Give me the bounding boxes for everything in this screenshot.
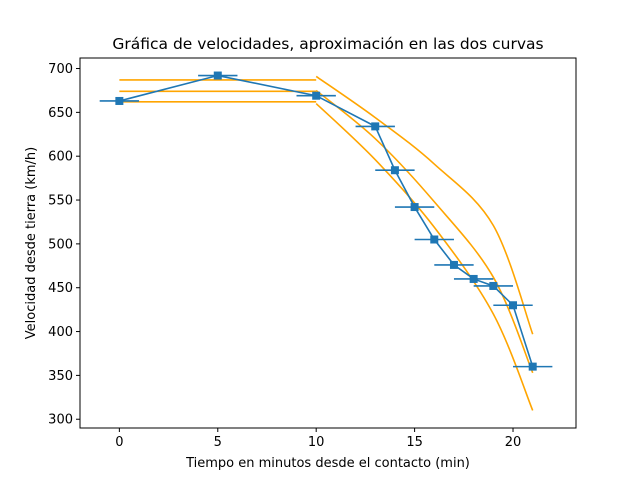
y-axis: 300 350 400 450 500 550 600 650 700 bbox=[48, 62, 80, 428]
data-point bbox=[213, 71, 222, 80]
data-point bbox=[390, 166, 399, 175]
y-tick-label: 700 bbox=[48, 62, 73, 77]
y-tick-label: 300 bbox=[48, 413, 73, 428]
x-tick-label: 10 bbox=[308, 435, 325, 450]
x-tick-label: 15 bbox=[406, 435, 423, 450]
data-point bbox=[469, 274, 478, 283]
data-point bbox=[509, 301, 518, 310]
x-tick-label: 20 bbox=[505, 435, 522, 450]
fit-curve-6 bbox=[315, 103, 534, 411]
data-point bbox=[449, 260, 458, 269]
data-point bbox=[115, 96, 124, 105]
x-tick-label: 5 bbox=[214, 435, 222, 450]
plot-frame bbox=[79, 57, 577, 429]
x-tick-label: 0 bbox=[115, 435, 123, 450]
y-tick-label: 500 bbox=[48, 237, 73, 252]
plot-area bbox=[99, 71, 553, 411]
data-point bbox=[371, 122, 380, 131]
y-axis-label: Velocidad desde tierra (km/h) bbox=[24, 147, 39, 339]
x-axis-label: Tiempo en minutos desde el contacto (min… bbox=[185, 456, 470, 471]
y-tick-label: 400 bbox=[48, 325, 73, 340]
y-tick-label: 650 bbox=[48, 106, 73, 121]
y-tick-label: 450 bbox=[48, 281, 73, 296]
y-tick-label: 600 bbox=[48, 150, 73, 165]
fit-curve-4 bbox=[315, 75, 534, 335]
y-tick-label: 550 bbox=[48, 194, 73, 209]
data-point bbox=[430, 235, 439, 244]
data-point bbox=[312, 91, 321, 100]
data-point bbox=[410, 203, 419, 212]
data-line bbox=[119, 74, 534, 367]
x-axis: 0 5 10 15 20 bbox=[115, 428, 521, 450]
y-tick-label: 350 bbox=[48, 369, 73, 384]
data-point bbox=[528, 362, 537, 371]
data-point bbox=[489, 281, 498, 290]
chart-title: Gráfica de velocidades, aproximación en … bbox=[112, 35, 543, 53]
